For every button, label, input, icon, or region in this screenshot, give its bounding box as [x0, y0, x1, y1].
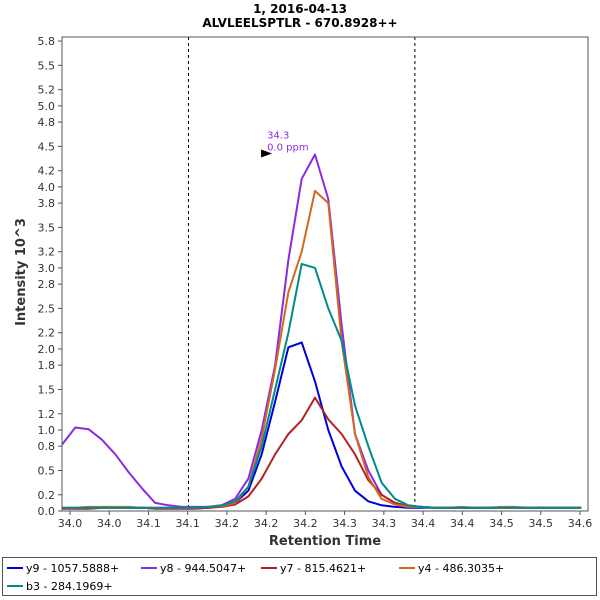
y-tick-label: 1.5: [38, 383, 56, 396]
y-tick-label: 4.0: [38, 181, 56, 194]
y-tick-label: 2.2: [38, 327, 56, 340]
y-tick-label: 5.5: [38, 59, 56, 72]
legend-swatch-y8: [141, 567, 157, 569]
legend-swatch-y9: [7, 567, 23, 569]
x-tick-label: 34.1: [175, 517, 200, 530]
x-tick-label: 34.4: [411, 517, 436, 530]
x-tick-label: 34.1: [136, 517, 161, 530]
legend-label-b3: b3 - 284.1969+: [26, 579, 113, 593]
y-tick-label: 4.2: [38, 165, 56, 178]
legend-item-b3: b3 - 284.1969+: [7, 578, 113, 594]
x-tick-label: 34.2: [293, 517, 318, 530]
x-tick-label: 34.2: [254, 517, 279, 530]
legend-swatch-y7: [261, 567, 277, 569]
y-tick-label: 4.8: [38, 116, 56, 129]
legend-label-y9: y9 - 1057.5888+: [26, 561, 120, 575]
y-tick-label: 1.2: [38, 408, 56, 421]
legend-swatch-y4: [399, 567, 415, 569]
y-tick-label: 3.2: [38, 246, 56, 259]
y-tick-label: 4.5: [38, 140, 56, 153]
plot-area: 0.0 0.2 0.5 0.8 1.0 1.2 1.5 1.8 2.0 2.2 2.5 2.8 3.0 3…: [38, 35, 593, 530]
chart-title-line-1: 1, 2016-04-13: [253, 2, 347, 16]
y-tick-label: 1.8: [38, 359, 56, 372]
y-tick-label: 5.8: [38, 35, 56, 48]
y-tick-label: 2.8: [38, 278, 56, 291]
legend-label-y8: y8 - 944.5047+: [160, 561, 247, 575]
x-tick-label: 34.4: [450, 517, 475, 530]
plot-background: [62, 37, 588, 511]
y-tick-label: 3.5: [38, 221, 56, 234]
y-tick-label: 1.0: [38, 424, 56, 437]
x-tick-label: 34.0: [97, 517, 122, 530]
legend-swatch-b3: [7, 585, 23, 587]
y-tick-label: 0.2: [38, 489, 56, 502]
y-tick-label: 5.2: [38, 84, 56, 97]
legend: y9 - 1057.5888+ y8 - 944.5047+ y7 - 815.46…: [2, 557, 597, 596]
legend-label-y4: y4 - 486.3035+: [418, 561, 505, 575]
y-tick-label: 0.5: [38, 464, 56, 477]
y-axis-title: Intensity 10^3: [14, 218, 29, 326]
y-tick-label: 5.0: [38, 100, 56, 113]
y-tick-label: 3.8: [38, 197, 56, 210]
y-tick-label: 3.0: [38, 262, 56, 275]
legend-label-y7: y7 - 815.4621+: [280, 561, 367, 575]
x-tick-label: 34.3: [372, 517, 397, 530]
y-tick-label: 0.8: [38, 440, 56, 453]
x-axis-title: Retention Time: [269, 534, 381, 549]
x-tick-label: 34.6: [568, 517, 593, 530]
peak-annotation-ppm: 0.0 ppm: [267, 142, 309, 153]
x-tick-label: 34.5: [529, 517, 554, 530]
y-tick-label: 0.0: [38, 505, 56, 518]
chromatogram-chart: 1, 2016-04-13 ALVLEELSPTLR - 670.8928++ …: [14, 2, 593, 549]
x-tick-label: 34.3: [332, 517, 357, 530]
peak-marker-icon: [261, 149, 273, 158]
legend-item-y7: y7 - 815.4621+: [261, 560, 366, 576]
chart-title-line-2: ALVLEELSPTLR - 670.8928++: [202, 16, 397, 30]
y-tick-label: 2.5: [38, 302, 56, 315]
y-tick-label: 2.0: [38, 343, 56, 356]
x-tick-label: 34.2: [215, 517, 240, 530]
plot-border: [61, 36, 589, 512]
legend-item-y4: y4 - 486.3035+: [399, 560, 504, 576]
legend-item-y9: y9 - 1057.5888+: [7, 560, 119, 576]
legend-item-y8: y8 - 944.5047+: [141, 560, 246, 576]
series-line-b3: [62, 262, 582, 509]
x-tick-label: 34.5: [489, 517, 514, 530]
x-tick-label: 34.0: [58, 517, 83, 530]
peak-annotation-rt: 34.3: [267, 130, 289, 141]
